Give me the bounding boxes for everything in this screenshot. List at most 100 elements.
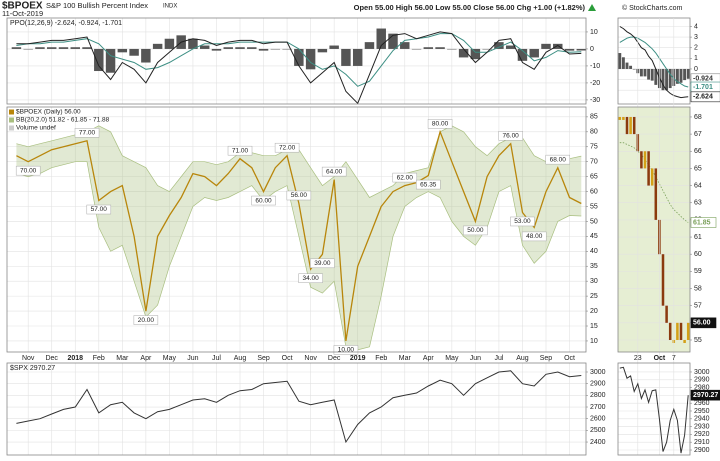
last-value-box	[690, 389, 720, 401]
y-tick-label: 2950	[694, 408, 710, 415]
x-tick-label: Feb	[93, 355, 105, 362]
price-line	[619, 366, 689, 454]
annotation-box	[463, 225, 488, 236]
annotation-box	[15, 165, 41, 176]
last-value-label: -2.624	[693, 94, 713, 101]
x-tick-label: May	[445, 355, 459, 362]
histogram-bar	[247, 47, 257, 49]
ppo-line	[619, 26, 689, 99]
histogram-bar	[23, 48, 33, 50]
y-tick-label: 3000	[590, 369, 606, 376]
x-tick-label: Oct	[654, 355, 666, 362]
y-tick-label: 2800	[590, 392, 606, 399]
annotation-label: 48.00	[526, 233, 543, 240]
column	[665, 305, 668, 323]
y-tick-label: 2700	[590, 404, 606, 411]
histogram-bar	[686, 68, 690, 79]
histogram-bar	[82, 47, 92, 49]
histogram-bar	[621, 57, 625, 69]
annotation-box	[392, 172, 418, 183]
histogram-bar	[258, 48, 269, 51]
x-tick-label: Apr	[423, 355, 435, 362]
annotation-box	[545, 154, 571, 165]
histogram-bar	[211, 48, 222, 51]
last-value-label: 56.00	[693, 320, 711, 327]
y-tick-label: 2980	[694, 384, 710, 391]
annotation-label: 70.00	[20, 167, 37, 174]
histogram-bar	[94, 48, 104, 72]
histogram-bar	[235, 47, 245, 49]
legend-label: $SPX 2970.27	[10, 365, 55, 372]
annotation-label: 50.00	[467, 227, 484, 234]
annotation-box	[286, 190, 312, 201]
histogram-bar	[188, 38, 198, 49]
histogram-bar	[679, 68, 683, 83]
annotation-label: 80.00	[432, 121, 449, 128]
y-tick-label: 10	[590, 29, 598, 36]
y-tick-label: 2400	[590, 439, 606, 446]
y-tick-label: 55	[590, 203, 598, 210]
y-tick-label: 60	[590, 188, 598, 195]
y-tick-label: 70	[590, 159, 598, 166]
histogram-bar	[46, 47, 57, 49]
y-tick-label: -30	[590, 97, 600, 104]
y-tick-label: -10	[590, 63, 600, 70]
plot-layer	[7, 363, 586, 455]
y-tick-label: 2960	[694, 400, 710, 407]
y-tick-label: 2500	[590, 427, 606, 434]
y-tick-label: 2900	[694, 447, 710, 454]
column	[668, 322, 672, 340]
x-tick-label: Nov	[304, 355, 317, 362]
y-tick-label: 63	[694, 200, 702, 207]
histogram-bar	[352, 48, 363, 66]
histogram-bar	[541, 43, 551, 49]
column	[683, 339, 686, 343]
histogram-bar	[11, 47, 22, 49]
histogram-bar	[35, 47, 45, 49]
annotation-label: 62.00	[397, 174, 414, 181]
histogram-bar	[553, 43, 563, 49]
x-tick-label: Nov	[22, 355, 35, 362]
histogram-bar	[411, 48, 422, 50]
y-tick-label: 57	[694, 303, 702, 310]
column	[625, 116, 629, 135]
histogram-bar	[661, 68, 665, 91]
histogram-bar	[529, 48, 539, 58]
x-tick-label: Jul	[212, 355, 221, 362]
y-tick-label: 2	[694, 45, 698, 52]
y-tick-label: 85	[590, 114, 598, 121]
plot-layer	[618, 366, 690, 454]
histogram-bar	[105, 48, 116, 73]
x-tick-label: Mar	[399, 355, 412, 362]
x-tick-label: Mar	[116, 355, 129, 362]
annotation-label: 71.00	[232, 147, 249, 154]
y-tick-label: 10	[590, 338, 598, 345]
column	[686, 322, 690, 340]
y-tick-label: 20	[590, 308, 598, 315]
last-value-label: -0.924	[693, 76, 713, 83]
histogram-bar	[70, 47, 80, 49]
y-tick-label: 65	[694, 165, 702, 172]
legend-swatch	[9, 117, 14, 123]
panel-background	[618, 107, 690, 352]
plot-layer	[7, 18, 586, 104]
legend-label: Volume undef	[16, 125, 56, 132]
legend-swatch	[9, 109, 14, 115]
histogram-bar	[117, 48, 128, 53]
panel-frame	[6, 362, 587, 456]
annotation-label: 53.00	[514, 218, 531, 225]
column	[661, 254, 665, 306]
histogram-bar	[482, 48, 492, 50]
up-arrow	[588, 4, 596, 11]
signal-line	[619, 36, 689, 88]
annotation-label: 10.00	[338, 347, 355, 354]
annotation-box	[227, 145, 253, 156]
histogram-bar	[199, 45, 210, 49]
annotation-box	[333, 345, 359, 355]
symbol: $BPOEX	[2, 1, 43, 12]
column	[618, 116, 622, 120]
x-tick-label: Sep	[540, 355, 553, 362]
price-line	[16, 370, 582, 444]
y-tick-label: 61	[694, 234, 702, 241]
